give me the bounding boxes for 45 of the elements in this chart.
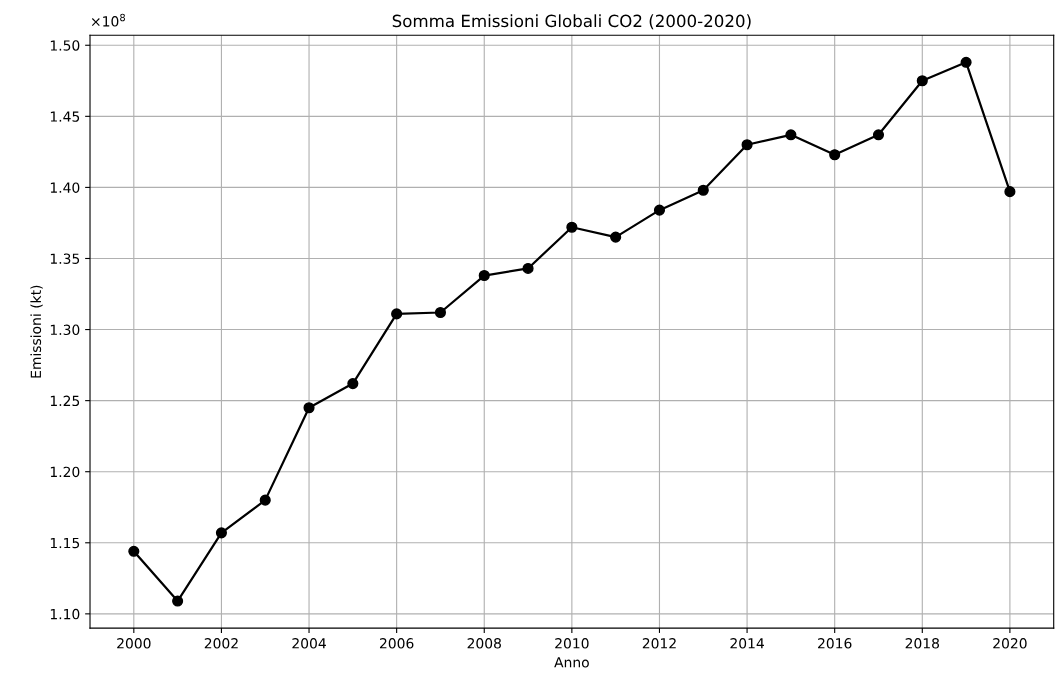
y-tick-label: 1.50 [50,40,80,51]
x-tick-label: 2020 [993,638,1027,649]
point [566,221,578,233]
point [1004,186,1016,198]
chart-title: Somma Emissioni Globali CO2 (2000-2020) [392,14,751,30]
y-tick-label: 1.20 [50,466,80,478]
y-axis-title: Emissioni (kt) [30,285,43,378]
point [829,149,841,161]
x-tick-label: 2012 [642,638,676,649]
x-tick-label: 2016 [818,638,852,649]
x-axis-title: Anno [554,657,589,668]
y-tick-label: 1.15 [50,537,80,549]
point [610,231,622,243]
point [303,402,315,414]
x-tick-label: 2010 [555,638,589,649]
x-tick-label: 2004 [292,638,326,649]
y-tick-label: 1.10 [50,608,80,620]
y-tick-label: 1.30 [50,324,80,336]
point [960,56,972,68]
point [172,595,184,607]
point [785,129,797,141]
y-tick-label: 1.35 [50,253,80,264]
point [872,129,885,141]
point [478,269,490,282]
point [522,262,534,274]
point [347,378,359,390]
x-tick-label: 2014 [730,638,764,649]
point [128,545,140,557]
point [653,204,666,216]
point [259,494,271,506]
point [916,75,928,87]
x-tick-label: 2008 [467,638,501,649]
y-tick-label: 1.40 [50,182,80,193]
y-tick-label: 1.45 [50,111,80,122]
point [697,184,709,196]
point [741,139,753,151]
x-tick-label: 2002 [204,638,238,649]
y-tick-label: 1.25 [50,395,80,407]
x-tick-label: 2018 [905,638,940,649]
point [391,308,403,320]
x-tick-label: 2000 [117,638,151,649]
point [215,527,227,539]
x-tick-label: 2006 [379,638,414,649]
point [434,306,447,319]
text: ×10$^{8}$ [91,13,125,27]
